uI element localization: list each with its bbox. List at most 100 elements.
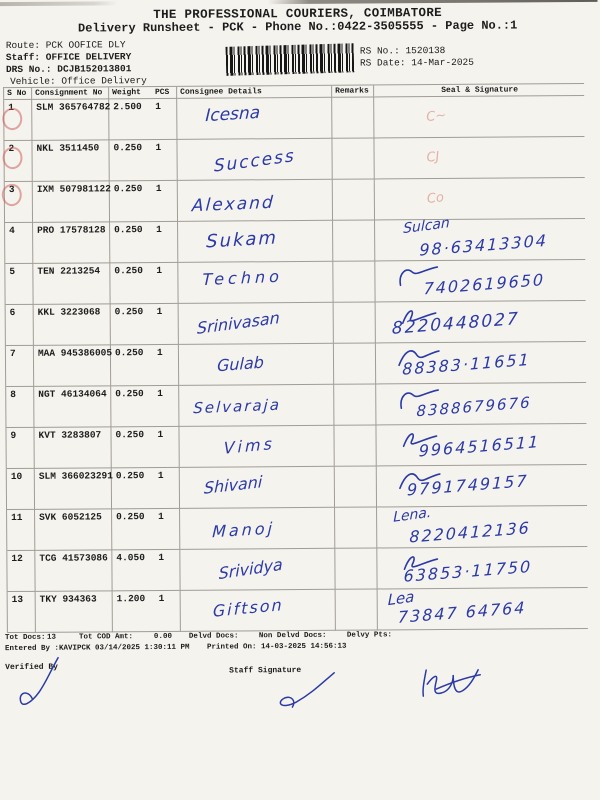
pcs-value: 1 — [156, 223, 162, 236]
weight-value: 0.250 — [114, 265, 143, 277]
consignee-handwritten-name: Srividya — [218, 554, 283, 584]
consignee-handwritten-name: Selvaraja — [192, 395, 282, 418]
table-row: 5 TEN 2213254 0.250 1 Techno 7402619650 — [5, 260, 586, 306]
consignment-number: MAA 945386005 — [37, 347, 113, 359]
consignment-cell: TCG 41573086 — [35, 550, 113, 592]
pcs-value: 1 — [158, 510, 164, 522]
pcs-value: 1 — [158, 592, 165, 604]
serial-number: 7 — [9, 347, 16, 360]
consignment-number: TCG 41573086 — [39, 552, 108, 564]
signature-phone-number: 73847 64764 — [397, 597, 527, 627]
tot-docs-value: 13 — [46, 633, 56, 642]
consignment-number: IXM 507981122 — [36, 183, 111, 195]
serial-number: 4 — [9, 224, 15, 237]
consignment-cell: TEN 2213254 — [33, 263, 111, 305]
seal-signature-cell: CJ — [374, 137, 585, 180]
red-circle-mark — [0, 144, 26, 172]
remarks-cell — [334, 466, 378, 508]
remarks-cell — [334, 384, 377, 426]
consignee-cell: Gulab — [178, 343, 335, 386]
weight-value: 0.250 — [115, 429, 145, 441]
weight-value: 0.250 — [114, 347, 144, 359]
consignee-cell: Techno — [178, 261, 334, 304]
faint-seal-mark: C~ — [425, 107, 448, 126]
consignment-number: SVK 6052125 — [39, 511, 102, 523]
remarks-cell — [333, 261, 376, 303]
signature-name: Lena. — [393, 504, 432, 526]
table-row: 12 TCG 41573086 4.050 1 Srividya 63853·1… — [7, 546, 588, 593]
entered-by-line: Entered By :KAVIPCK 03/14/2025 1:30:11 P… — [4, 643, 190, 654]
sno-cell: 12 — [7, 550, 36, 593]
weight-value: 4.050 — [116, 552, 145, 564]
consignment-number: KKL 3223068 — [37, 306, 101, 318]
consignment-cell: SLM 366023291 — [34, 468, 113, 510]
pcs-value: 1 — [156, 305, 163, 317]
weight-pcs-cell: 0.250 1 — [110, 344, 180, 387]
sno-cell: 6 — [5, 304, 34, 347]
signature-squiggle-icon — [403, 556, 439, 571]
table-row: 4 PRO 17578128 0.250 1 Sukam Sulcan 98·6… — [5, 215, 586, 265]
delvy-pts-label: Delvy Pts: — [346, 631, 392, 640]
consignee-cell: Srividya — [180, 548, 336, 591]
consignment-cell: KVT 3283807 — [34, 427, 112, 469]
col-header-pcs: PCS — [154, 87, 170, 98]
consignee-cell: Vims — [179, 425, 335, 468]
consignment-cell: TKY 934363 — [35, 591, 113, 633]
consignment-number: SLM 365764782 — [36, 101, 111, 113]
weight-value: 0.250 — [115, 388, 144, 400]
red-circle-mark — [0, 181, 25, 209]
staff-line: Staff: OFFICE DELIVERY — [5, 51, 132, 64]
rs-date: RS Date: 14-Mar-2025 — [359, 56, 474, 69]
remarks-cell — [333, 220, 376, 262]
consignment-cell: SLM 365764782 — [32, 99, 111, 141]
sno-cell: 7 — [5, 345, 35, 388]
remarks-cell — [332, 97, 375, 139]
serial-number: 8 — [10, 388, 16, 401]
delvd-docs-label: Delvd Docs: — [188, 632, 239, 641]
serial-number: 12 — [11, 552, 23, 565]
weight-value: 0.250 — [116, 511, 145, 523]
consignee-handwritten-name: Srinivasan — [196, 307, 280, 338]
seal-signature-cell: 8388679676 — [376, 383, 587, 426]
seal-signature-cell: 9791749157 — [376, 465, 588, 508]
weight-pcs-cell: 2.500 1 — [109, 98, 178, 141]
consignment-number: NKL 3511450 — [36, 142, 100, 154]
red-circle-mark — [0, 105, 25, 133]
col-header-weight: Weight — [112, 88, 141, 98]
signature-phone-number: 7402619650 — [423, 269, 546, 299]
pcs-value: 1 — [156, 346, 163, 358]
weight-value: 0.250 — [113, 183, 143, 195]
route-line: Route: PCK OOFICE DLY — [5, 39, 126, 52]
tot-docs-label: Tot Docs: — [4, 633, 46, 643]
consignee-handwritten-name: Techno — [202, 266, 284, 290]
sno-cell: 1 — [0, 99, 33, 142]
seal-signature-cell: 8220448027 — [375, 301, 586, 344]
drs-number-line: DRS No.: DCJB152013801 — [5, 63, 132, 76]
sno-cell: 5 — [5, 263, 34, 306]
signature-squiggle-icon — [402, 433, 438, 448]
col-header-consignment: Consignment No — [32, 87, 110, 100]
seal-signature-cell: 9964516511 — [376, 424, 587, 467]
pcs-value: 1 — [157, 387, 163, 399]
weight-value: 0.250 — [115, 470, 145, 482]
consignee-cell: Sukam — [178, 220, 334, 263]
seal-signature-cell: Co — [374, 178, 586, 221]
remarks-cell — [335, 589, 378, 631]
consignee-cell: Success — [177, 138, 333, 181]
weight-pcs-cell: 0.250 1 — [111, 426, 180, 469]
faint-seal-mark: CJ — [425, 149, 441, 166]
seal-signature-cell: 63853·11750 — [377, 546, 588, 590]
weight-value: 1.200 — [116, 593, 146, 605]
seal-signature-cell: Lea 73847 64764 — [377, 587, 588, 631]
consignee-handwritten-name: Giftson — [212, 594, 284, 621]
remarks-cell — [332, 179, 376, 221]
consignment-cell: SVK 6052125 — [35, 509, 113, 551]
weight-pcs-cell: 0.250 1 — [110, 221, 179, 264]
runsheet-subtitle: Delivery Runsheet - PCK - Phone No.:0422… — [77, 18, 518, 36]
consignee-cell: Icesna — [177, 97, 333, 140]
sno-cell: 2 — [0, 140, 33, 183]
consignee-handwritten-name: Shivani — [203, 472, 263, 498]
seal-signature-cell: Lena. 8220412136 — [377, 504, 588, 549]
sno-cell: 4 — [5, 222, 34, 265]
